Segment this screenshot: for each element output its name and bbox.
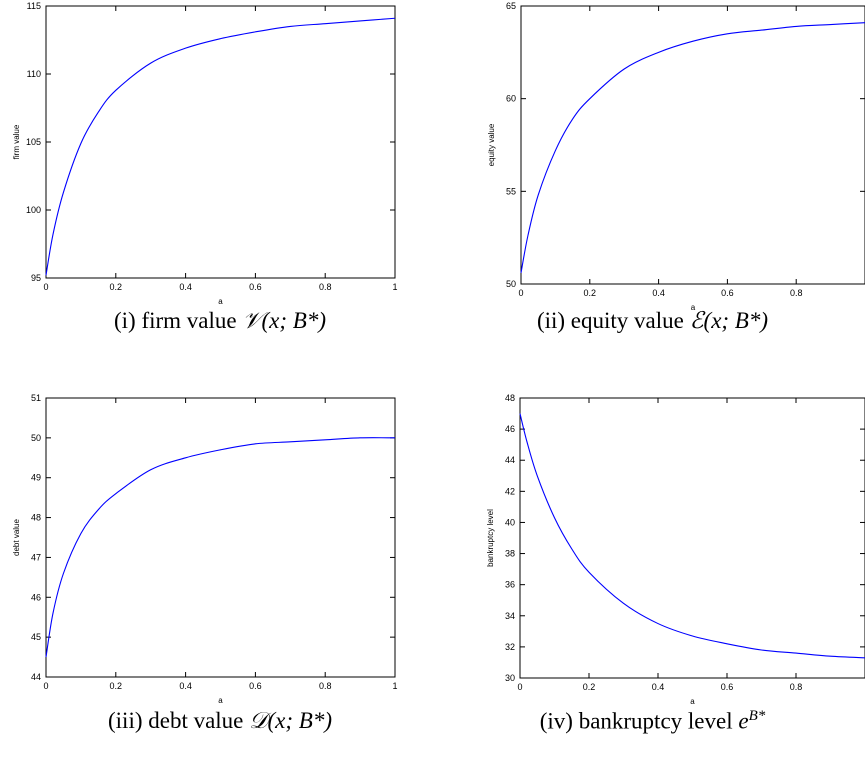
panel-firm-value: 0 0.2 0.4 0.6 0.8 1 95 100 105 110 115 a firm value …	[0, 0, 420, 333]
y-tick-label: 110	[27, 69, 41, 79]
x-tick-label: 0	[517, 682, 522, 692]
y-tick-label: 60	[506, 94, 516, 104]
caption-prefix: (iv) bankruptcy level	[539, 708, 739, 734]
x-tick-label: 0.8	[319, 282, 332, 292]
caption-math: ℰ(x; B*)	[689, 308, 769, 333]
series-line	[519, 413, 865, 659]
y-tick-label: 34	[505, 611, 515, 621]
y-tick-label: 105	[26, 137, 41, 147]
x-axis-label: a	[218, 696, 223, 705]
plot-frame	[45, 397, 396, 678]
series-line	[45, 17, 396, 276]
panel-equity-value: 0 0.2 0.4 0.6 0.8 50 55 60 65 a equity value (ii) …	[440, 0, 865, 333]
x-axis-label: a	[218, 297, 223, 306]
chart-debt-value: 0 0.2 0.4 0.6 0.8 1 44 45 46 47 48 49 50 51 a debt valu…	[12, 393, 398, 705]
y-tick-label: 44	[31, 672, 41, 682]
y-tick-label: 40	[505, 517, 515, 527]
x-tick-label: 1	[392, 681, 397, 691]
y-tick-label: 45	[31, 632, 41, 642]
x-tick-label: 0.2	[584, 288, 597, 298]
y-tick-label: 50	[506, 279, 516, 289]
plot-frame	[520, 5, 865, 285]
plot-frame	[519, 397, 865, 679]
x-tick-label: 0.6	[721, 288, 734, 298]
caption-math: e	[738, 708, 749, 734]
y-tick-label: 48	[505, 393, 515, 403]
y-tick-label: 55	[506, 186, 516, 196]
x-tick-label: 0.8	[790, 288, 803, 298]
x-tick-label: 0.6	[721, 682, 734, 692]
panel-bankruptcy-level: 0 0.2 0.4 0.6 0.8 30 32 34 36 38 40 42 44 46 48 a bankru…	[440, 392, 865, 768]
y-axis-label: firm value	[12, 124, 21, 159]
y-tick-label: 51	[31, 393, 41, 403]
y-tick-label: 46	[505, 424, 515, 434]
y-tick-label: 65	[506, 1, 516, 11]
y-tick-label: 36	[505, 580, 515, 590]
caption-debt-value: (iii) debt value 𝒟(x; B*)	[0, 708, 440, 734]
y-tick-label: 50	[31, 433, 41, 443]
y-tick-label: 100	[26, 205, 41, 215]
x-tick-label: 0.8	[790, 682, 803, 692]
caption-prefix: (i) firm value	[113, 308, 243, 333]
panel-debt-value: 0 0.2 0.4 0.6 0.8 1 44 45 46 47 48 49 50 51 a debt valu…	[0, 392, 420, 768]
y-tick-label: 42	[505, 486, 515, 496]
x-tick-label: 0.2	[583, 682, 596, 692]
chart-bankruptcy-level: 0 0.2 0.4 0.6 0.8 30 32 34 36 38 40 42 44 46 48 a bankru…	[486, 393, 865, 706]
chart-equity-value: 0 0.2 0.4 0.6 0.8 50 55 60 65 a equity value	[487, 1, 865, 312]
x-tick-label: 0.4	[179, 282, 192, 292]
y-tick-label: 115	[27, 1, 41, 11]
x-tick-label: 0.6	[249, 681, 262, 691]
x-tick-label: 0	[518, 288, 523, 298]
y-tick-label: 49	[31, 473, 41, 483]
x-tick-label: 1	[392, 282, 397, 292]
x-tick-label: 0.4	[179, 681, 192, 691]
caption-math: 𝒟(x; B*)	[249, 708, 332, 733]
caption-prefix: (iii) debt value	[108, 708, 250, 733]
x-tick-label: 0.6	[249, 282, 262, 292]
y-tick-label: 32	[505, 642, 515, 652]
y-axis-label: bankruptcy level	[486, 509, 495, 567]
caption-bankruptcy-level: (iv) bankruptcy level eB*	[440, 708, 865, 735]
plot-frame	[45, 5, 396, 279]
y-tick-label: 47	[31, 552, 41, 562]
y-tick-label: 44	[505, 455, 515, 465]
chart-firm-value: 0 0.2 0.4 0.6 0.8 1 95 100 105 110 115 a firm value	[12, 1, 398, 306]
x-tick-label: 0.4	[652, 288, 665, 298]
series-line	[520, 22, 865, 273]
x-tick-label: 0.4	[652, 682, 665, 692]
series-line	[45, 437, 396, 658]
caption-prefix: (ii) equity value	[536, 308, 690, 333]
x-axis-label: a	[691, 303, 696, 312]
x-tick-label: 0.8	[319, 681, 332, 691]
y-tick-label: 38	[505, 549, 515, 559]
y-tick-label: 48	[31, 513, 41, 523]
caption-equity-value: (ii) equity value ℰ(x; B*)	[440, 308, 865, 334]
x-tick-label: 0	[43, 282, 48, 292]
y-tick-label: 95	[31, 273, 41, 283]
y-tick-label: 46	[31, 592, 41, 602]
y-axis-label: equity value	[487, 123, 496, 166]
x-tick-label: 0.2	[110, 681, 123, 691]
y-tick-label: 30	[505, 673, 515, 683]
x-tick-label: 0.2	[110, 282, 123, 292]
x-tick-label: 0	[43, 681, 48, 691]
caption-sup: B*	[748, 708, 766, 724]
x-axis-label: a	[690, 697, 695, 706]
caption-math: 𝒱(x; B*)	[242, 308, 327, 333]
caption-firm-value: (i) firm value 𝒱(x; B*)	[0, 308, 440, 334]
y-axis-label: debt value	[12, 518, 21, 555]
